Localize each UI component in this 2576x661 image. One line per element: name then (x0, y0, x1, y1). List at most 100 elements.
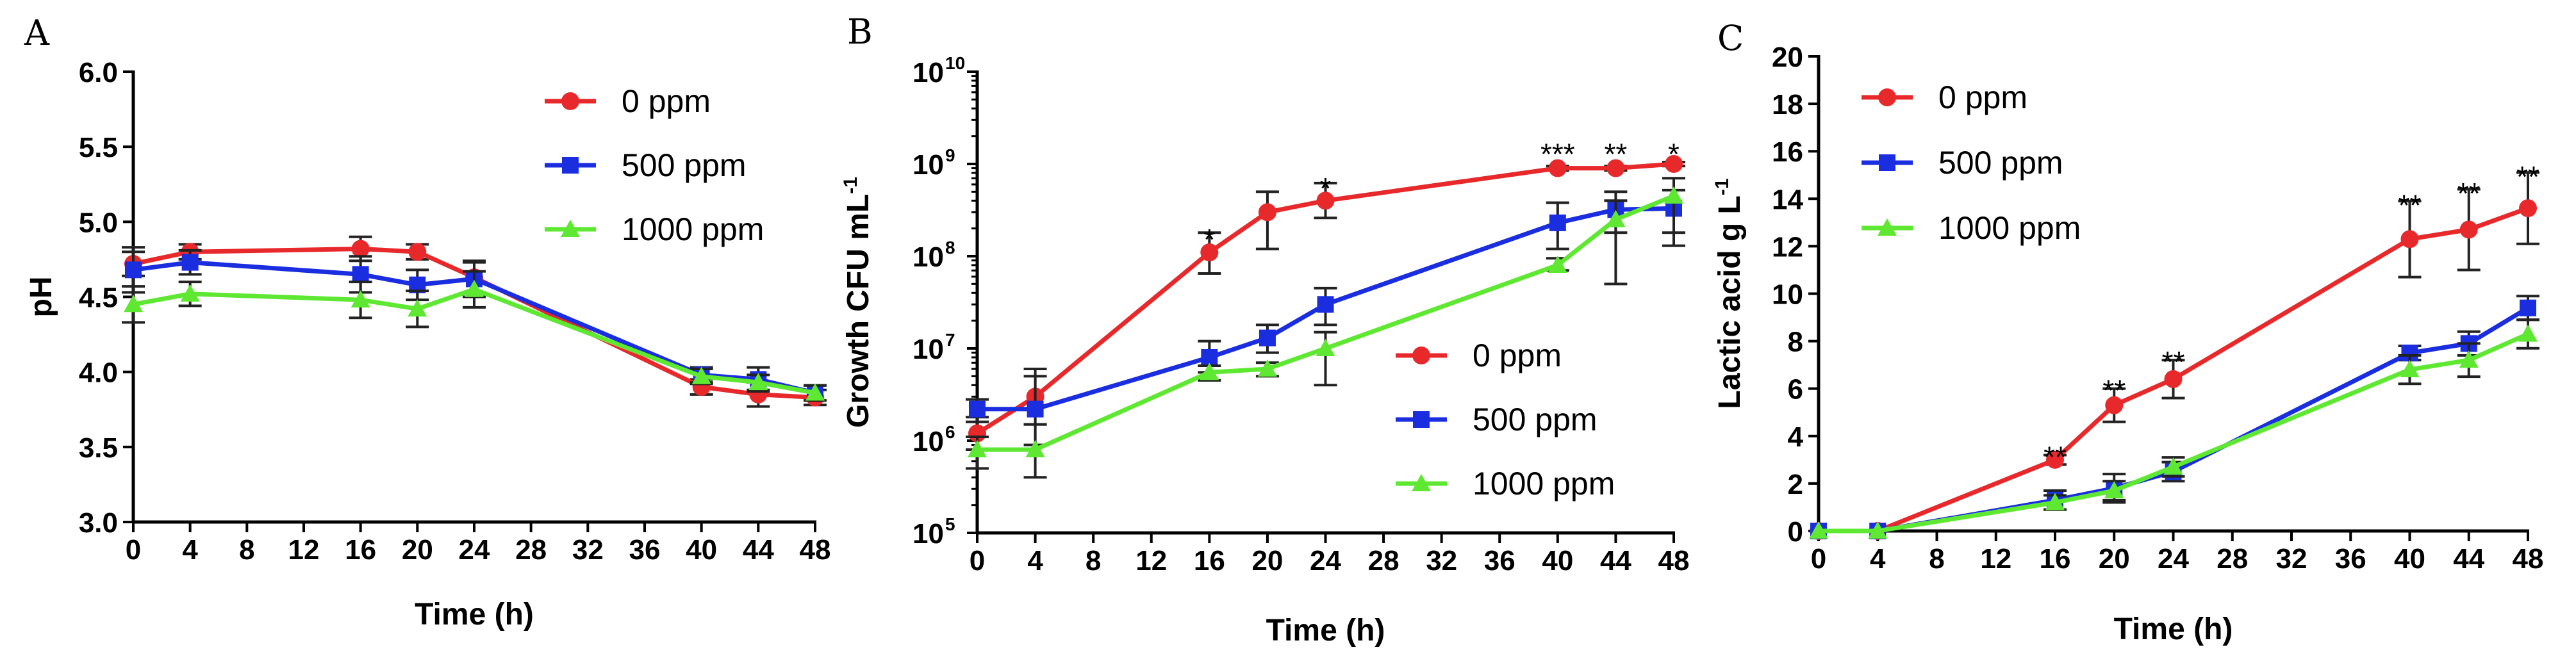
data-point (181, 254, 199, 271)
x-tick-label: 8 (239, 534, 254, 566)
data-point (691, 366, 711, 384)
data-point (968, 439, 987, 457)
y-tick-label: 16 (1772, 136, 1803, 168)
x-tick-label: 20 (402, 534, 433, 566)
y-tick-label: 8 (1788, 327, 1803, 358)
legend-label: 0 ppm (1938, 79, 2027, 115)
x-axis-title: Time (h) (1266, 614, 1385, 648)
x-tick-label: 4 (182, 534, 198, 566)
y-tick-label: 4 (1788, 421, 1804, 453)
x-tick-label: 44 (2453, 543, 2484, 575)
legend: 0 ppm 500 ppm 1000 ppm (1396, 338, 1615, 502)
data-point (1259, 329, 1276, 347)
significance-marker: ** (2162, 345, 2185, 379)
significance-marker: ** (2457, 177, 2481, 210)
legend-label: 1000 ppm (1473, 466, 1615, 502)
data-point (2459, 350, 2479, 368)
legend-label: 1000 ppm (1938, 210, 2081, 246)
x-tick-label: 24 (1310, 545, 1341, 576)
x-tick-label: 0 (126, 534, 141, 566)
x-tick-label: 16 (345, 534, 376, 566)
y-tick-label: 6 (1788, 374, 1803, 405)
y-tick-label: 5.5 (79, 132, 118, 163)
y-tick-label: 2 (1788, 469, 1803, 500)
data-point (1200, 363, 1219, 380)
legend-marker (562, 157, 579, 174)
y-tick-label: 10 (912, 149, 944, 181)
data-point (1549, 214, 1566, 231)
y-tick-label: 4.0 (79, 357, 118, 389)
legend-label: 0 ppm (622, 83, 711, 119)
data-point (1665, 155, 1683, 173)
data-point (1200, 243, 1219, 262)
data-point (2105, 396, 2124, 414)
y-tick-label: 10 (912, 334, 944, 365)
legend-marker (1413, 411, 1430, 428)
significance-marker: ** (1605, 138, 1628, 171)
x-tick-label: 8 (1929, 543, 1944, 575)
legend-label: 500 ppm (622, 147, 747, 183)
data-point (1317, 296, 1334, 313)
y-tick-label: 10 (912, 57, 944, 88)
x-tick-label: 48 (800, 534, 831, 566)
y-tick-exponent: 5 (945, 514, 955, 534)
legend-marker (1879, 154, 1895, 171)
significance-marker: * (1203, 223, 1215, 256)
data-point (125, 261, 142, 279)
legend-marker (1878, 88, 1896, 106)
y-tick-label: 10 (912, 518, 944, 550)
data-point (1025, 439, 1045, 457)
data-point (465, 279, 484, 297)
series-line (1819, 206, 2529, 534)
x-tick-label: 0 (970, 545, 985, 576)
data-point (1664, 186, 1683, 204)
x-tick-label: 36 (629, 534, 661, 566)
series-line (1819, 306, 2529, 534)
y-tick-label: 18 (1772, 89, 1803, 120)
data-point (2520, 299, 2536, 316)
y-axis-title: Growth CFU mL-1 (840, 177, 875, 428)
data-point (2164, 370, 2183, 388)
x-tick-label: 28 (515, 534, 547, 566)
panel-letter: A (24, 13, 50, 53)
significance-marker: ** (2398, 189, 2422, 222)
x-tick-label: 24 (2158, 543, 2189, 575)
x-axis-title: Time (h) (415, 598, 534, 632)
x-tick-label: 32 (2276, 543, 2308, 575)
y-tick-label: 4.5 (79, 282, 118, 314)
panel-a: A0 4 8 12 16 20 24 28 32 36 40 44 483.03.54.04.55.05… (24, 13, 830, 632)
data-point (2046, 450, 2064, 469)
data-point (351, 240, 370, 258)
data-point (2163, 457, 2183, 475)
data-point (2400, 360, 2420, 378)
series-line (977, 206, 1674, 412)
significance-marker: ** (2043, 440, 2067, 473)
significance-marker: * (1668, 138, 1680, 171)
y-tick-label: 3.5 (79, 432, 118, 464)
y-tick-exponent: 8 (945, 238, 955, 257)
series-line (133, 287, 816, 395)
data-point (124, 295, 143, 313)
panel-letter: C (1717, 18, 1744, 58)
data-point (2519, 199, 2537, 218)
x-tick-label: 16 (1194, 545, 1225, 576)
x-tick-label: 48 (1658, 545, 1690, 576)
x-tick-label: 28 (2217, 543, 2248, 575)
y-axis-title-exponent: -1 (840, 177, 861, 194)
legend-marker (1878, 218, 1897, 236)
series-line (977, 193, 1675, 452)
series-1000-ppm (122, 270, 827, 402)
x-tick-label: 36 (1484, 545, 1515, 576)
y-tick-label: 6.0 (79, 57, 118, 88)
y-tick-label: 3.0 (79, 507, 118, 539)
legend: 0 ppm 500 ppm 1000 ppm (545, 83, 764, 247)
legend-label: 500 ppm (1938, 145, 2063, 181)
data-point (1257, 359, 1277, 377)
series-1000-ppm (1809, 318, 2539, 539)
y-axis-title: pH (24, 277, 58, 318)
legend-marker (561, 220, 580, 237)
y-tick-label: 0 (1788, 516, 1803, 548)
legend-label: 0 ppm (1473, 338, 1562, 373)
data-point (2459, 220, 2478, 239)
data-point (805, 383, 825, 401)
